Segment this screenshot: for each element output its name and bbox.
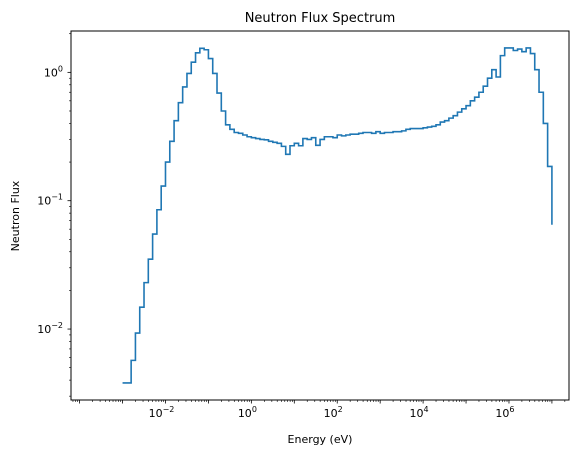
x-axis: 10−2 100 102 104 106 <box>72 400 566 420</box>
x-axis-label: Energy (eV) <box>288 433 353 446</box>
plot-frame <box>70 30 570 401</box>
series-line-0 <box>122 47 553 384</box>
x-tick-label: 100 <box>238 405 257 420</box>
y-tick-label: 10−1 <box>37 193 63 208</box>
x-tick-label: 10−2 <box>149 405 175 420</box>
x-tick-label: 106 <box>495 405 514 420</box>
y-axis: 10−2 10−1 100 <box>37 33 71 397</box>
y-tick-label: 10−2 <box>37 321 63 336</box>
y-tick-label: 100 <box>44 64 63 79</box>
x-tick-label: 104 <box>410 405 429 420</box>
y-axis-label: Neutron Flux <box>9 180 22 251</box>
chart-title: Neutron Flux Spectrum <box>245 11 396 26</box>
x-tick-label: 102 <box>324 405 343 420</box>
plot-area <box>122 47 553 384</box>
